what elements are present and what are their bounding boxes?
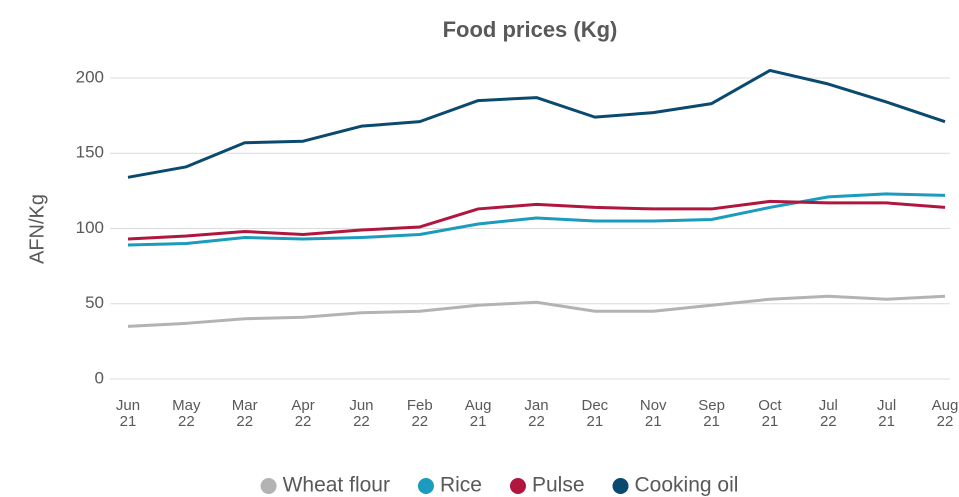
x-tick-label: Aug 21 <box>465 397 492 430</box>
x-tick-label: Mar 22 <box>232 397 258 430</box>
x-tick-label: Nov 21 <box>640 397 667 430</box>
legend-marker <box>612 478 629 494</box>
line-series <box>127 294 946 328</box>
x-tick-label: Jun 22 <box>349 397 373 430</box>
legend: Wheat flour Rice Pulse Cooking oil <box>260 474 739 497</box>
y-axis-label: AFN/Kg <box>26 194 48 264</box>
x-tick-label: Feb 22 <box>407 397 433 430</box>
line-series <box>127 68 946 179</box>
x-tick-label: Aug 22 <box>932 397 959 430</box>
x-tick-label: Apr 22 <box>291 397 314 430</box>
legend-label: Wheat flour <box>283 474 390 497</box>
legend-marker <box>509 478 526 494</box>
x-tick-label: Dec 21 <box>582 397 609 430</box>
legend-marker <box>260 478 277 494</box>
y-tick-label: 200 <box>76 67 104 86</box>
x-tick-label: Jun 21 <box>116 397 140 430</box>
legend-label: Cooking oil <box>635 474 739 497</box>
x-tick-label: Jul 21 <box>877 397 896 430</box>
x-tick-label: Jul 22 <box>819 397 838 430</box>
line-series <box>127 192 946 247</box>
legend-label: Pulse <box>532 474 585 497</box>
y-tick-label: 50 <box>85 293 104 312</box>
legend-label: Rice <box>440 474 482 497</box>
chart-title: Food prices (Kg) <box>443 17 618 42</box>
y-tick-label: 100 <box>76 218 104 237</box>
x-tick-label: May 22 <box>172 397 201 430</box>
x-tick-label: Sep 21 <box>698 397 725 430</box>
y-tick-label: 150 <box>76 143 104 162</box>
x-tick-label: Oct 21 <box>758 397 782 430</box>
legend-marker <box>417 478 434 494</box>
x-tick-label: Jan 22 <box>524 397 548 430</box>
line-series <box>127 199 946 241</box>
y-tick-label: 0 <box>95 368 104 387</box>
